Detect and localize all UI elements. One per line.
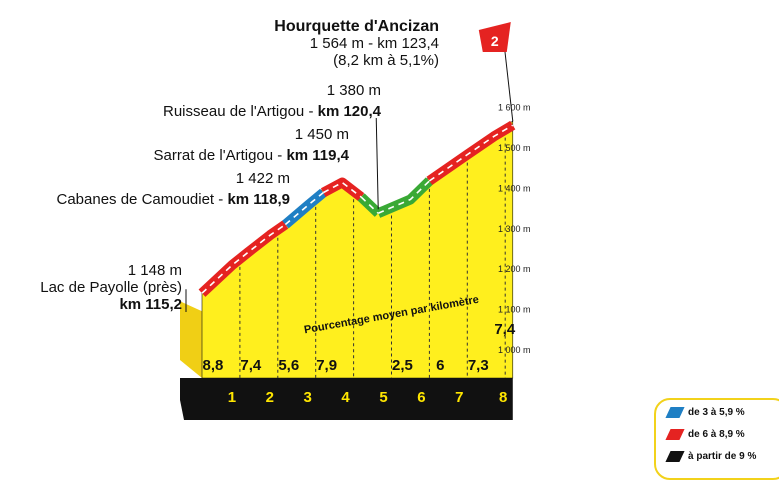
y-tick-label: 1 300 m (498, 224, 531, 234)
km-label: 3 (304, 389, 312, 406)
gradient-legend: de 3 à 5,9 % de 6 à 8,9 % à partir de 9 … (654, 398, 779, 480)
legend-label-black: à partir de 9 % (688, 450, 757, 462)
cabanes-altitude: 1 422 m (235, 170, 290, 187)
km-label: 8 (499, 389, 507, 406)
km-label: 6 (417, 389, 425, 406)
payolle-label: 1 148 m Lac de Payolle (près) km 115,2 (40, 262, 182, 313)
segment-percent: 7,9 (316, 357, 337, 374)
legend-label-red: de 6 à 8,9 % (688, 428, 745, 440)
y-tick-label: 1 400 m (498, 183, 531, 193)
y-tick-label: 1 600 m (498, 103, 531, 113)
cabanes-name: Cabanes de Camoudiet - (56, 191, 228, 208)
km-label: 1 (228, 389, 236, 406)
segment-percent: 5,6 (278, 357, 299, 374)
legend-swatch-blue (665, 406, 685, 418)
segment-percent: 6 (436, 357, 444, 374)
legend-item-blue: de 3 à 5,9 % (665, 404, 745, 420)
profile-base-band (180, 378, 513, 420)
gradient-segment-dash (360, 196, 379, 214)
km-label: 4 (341, 389, 350, 406)
y-tick-label: 1 000 m (498, 345, 531, 355)
ruisseau-km: km 120,4 (317, 103, 381, 120)
y-tick-label: 1 500 m (498, 143, 531, 153)
summit-stats: (8,2 km à 5,1%) (333, 52, 439, 69)
sarrat-label: 1 450 m Sarrat de l'Artigou - km 119,4 (154, 126, 349, 164)
summit-altitude: 1 564 m - km 123,4 (309, 35, 439, 52)
gradient-segment-dash (428, 124, 514, 182)
cabanes-label: 1 422 m Cabanes de Camoudiet - km 118,9 (57, 170, 291, 208)
ruisseau-label: 1 380 m Ruisseau de l'Artigou - km 120,4 (163, 82, 381, 120)
legend-swatch-black (665, 450, 685, 462)
payolle-km: km 115,2 (119, 296, 182, 313)
annotation-leader (375, 117, 379, 210)
sarrat-km: km 119,4 (286, 147, 349, 164)
summit-title: Hourquette d'Ancizan (274, 18, 439, 35)
segment-percent: 7,4 (494, 321, 516, 338)
km-label: 2 (266, 389, 274, 406)
legend-swatch-red (665, 428, 685, 440)
segment-percent: 7,3 (468, 357, 489, 374)
sarrat-name: Sarrat de l'Artigou - (153, 147, 287, 164)
gradient-segment-dash (201, 223, 286, 294)
gradient-segment-dash (322, 181, 362, 198)
legend-item-red: de 6 à 8,9 % (665, 426, 745, 442)
summit-label: Hourquette d'Ancizan 1 564 m - km 123,4 … (274, 18, 439, 69)
y-tick-label: 1 200 m (498, 264, 531, 274)
sarrat-altitude: 1 450 m (294, 126, 349, 143)
profile-side-face (180, 301, 202, 378)
y-tick-label: 1 100 m (498, 305, 531, 315)
category-flag (478, 22, 511, 52)
payolle-name: Lac de Payolle (près) (40, 279, 182, 296)
segment-percent: 8,8 (203, 357, 224, 374)
category-badge: 2 (491, 33, 499, 49)
annotation-leader (504, 49, 514, 122)
segment-percent: 7,4 (240, 357, 262, 374)
cabanes-km: km 118,9 (227, 191, 290, 208)
legend-label-blue: de 3 à 5,9 % (688, 406, 745, 418)
gradient-segment-dash (377, 180, 430, 214)
payolle-altitude: 1 148 m (127, 262, 182, 279)
legend-item-black: à partir de 9 % (665, 448, 757, 464)
ruisseau-altitude: 1 380 m (326, 82, 381, 99)
segment-percent: 2,5 (392, 357, 413, 374)
ruisseau-name: Ruisseau de l'Artigou - (163, 103, 318, 120)
km-label: 7 (455, 389, 463, 406)
km-label: 5 (379, 389, 387, 406)
gradient-segment (282, 188, 327, 229)
